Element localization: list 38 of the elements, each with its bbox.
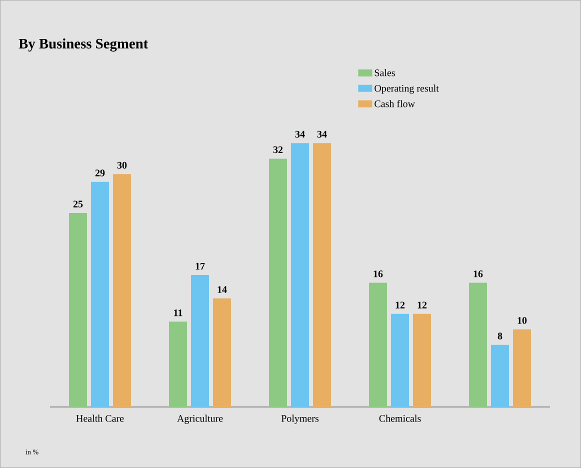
bar <box>413 314 431 407</box>
x-tick-label: Chemicals <box>379 414 421 422</box>
data-label: 12 <box>396 302 405 308</box>
bar <box>469 282 487 407</box>
data-label: 16 <box>374 270 383 278</box>
bar <box>169 322 188 407</box>
legend-label: Operating result <box>374 84 439 94</box>
bar <box>213 298 232 407</box>
x-tick-label: Agriculture <box>177 414 223 424</box>
data-label: 8 <box>498 332 502 340</box>
x-tick-label: Health Care <box>76 414 124 422</box>
data-label: 29 <box>95 170 105 176</box>
data-label: 30 <box>117 162 127 169</box>
bar <box>369 282 387 407</box>
bar <box>513 329 531 407</box>
bar <box>191 275 210 407</box>
data-label: 12 <box>418 302 427 308</box>
bar <box>291 143 310 407</box>
data-label: 11 <box>174 309 182 316</box>
data-label: 32 <box>273 146 283 154</box>
bar <box>113 174 132 407</box>
data-label: 10 <box>518 317 527 324</box>
bar <box>391 314 409 407</box>
bar <box>269 158 287 407</box>
data-label: 34 <box>317 130 327 138</box>
legend-label: Cash flow <box>374 100 415 108</box>
data-label: 25 <box>73 200 83 208</box>
data-label: 17 <box>196 262 205 270</box>
x-tick-label: Polymers <box>281 414 319 424</box>
data-label: 16 <box>474 270 483 278</box>
bar <box>313 143 332 407</box>
data-label: 34 <box>295 130 305 138</box>
bar <box>491 344 509 407</box>
chart-title: By Business Segment <box>18 38 148 52</box>
bar <box>91 182 110 407</box>
bar <box>69 212 88 407</box>
data-label: 14 <box>218 286 227 293</box>
legend-label: Sales <box>374 69 395 76</box>
